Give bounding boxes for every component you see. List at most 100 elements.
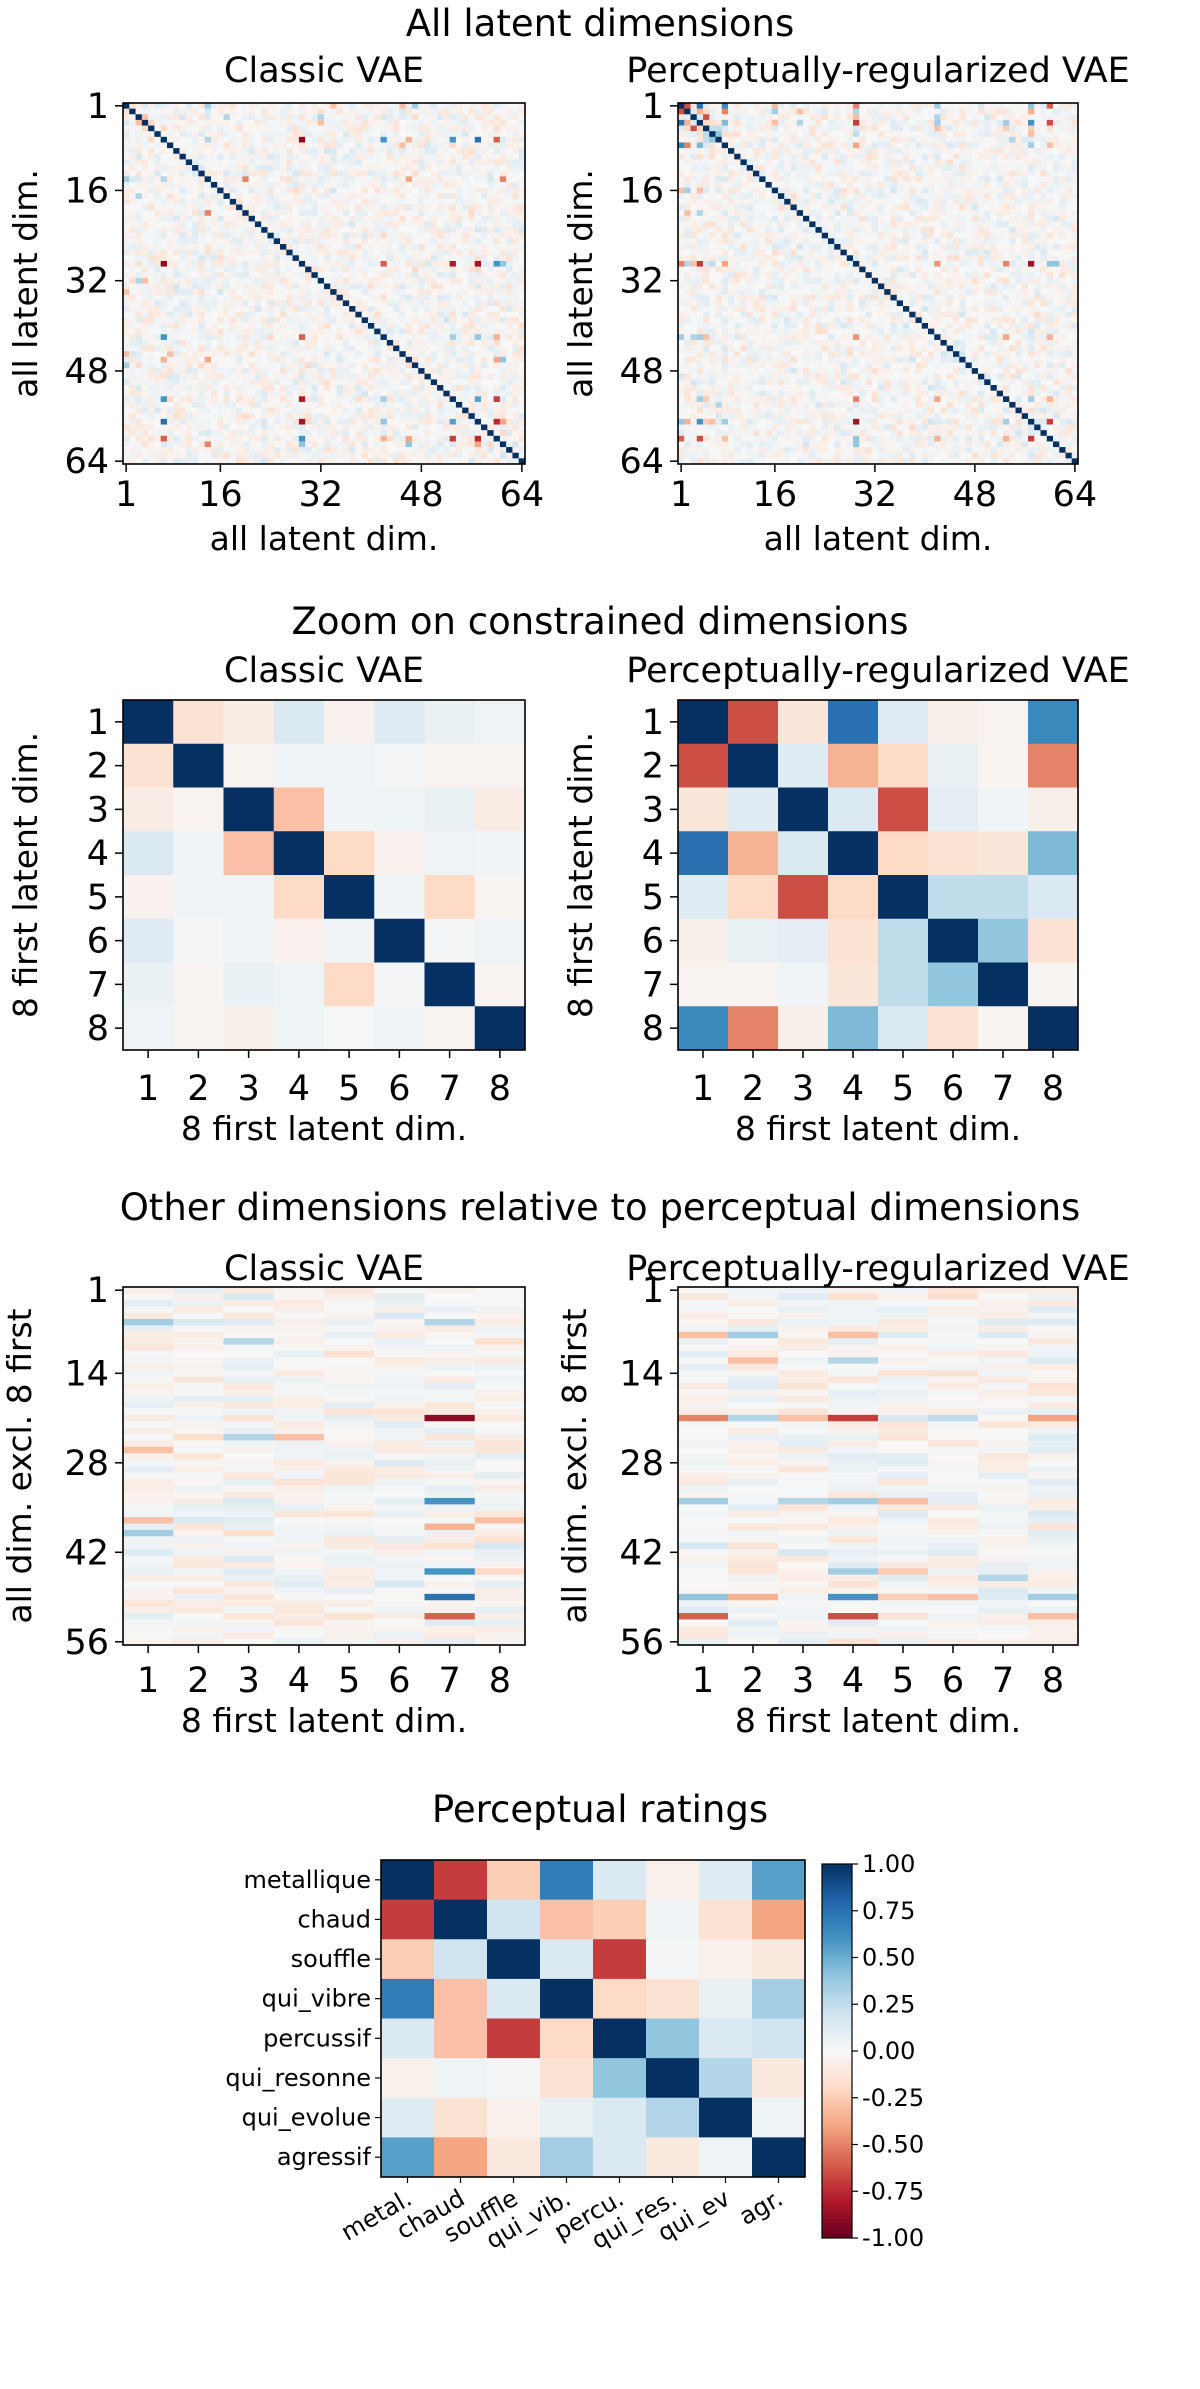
heatmap-cell [198,244,206,251]
heatmap-cell [374,181,381,189]
heatmap-cell [890,153,898,160]
heatmap-cell [355,277,363,284]
heatmap-cell [399,458,407,465]
heatmap-cell [210,181,218,189]
heatmap-cell [481,153,488,160]
heatmap-cell [393,142,400,149]
heatmap-cell [468,227,476,234]
heatmap-cell [1071,148,1079,155]
heatmap-cell [349,119,356,126]
heatmap-cell [317,227,325,234]
heatmap-cell [859,159,866,166]
heatmap-cell [393,452,400,459]
heatmap-cell [399,447,407,454]
heatmap-cell [204,300,212,307]
heatmap-cell [512,159,520,166]
heatmap-cell [267,458,275,465]
heatmap-cell [280,452,287,459]
heatmap-cell [311,114,319,121]
heatmap-cell [518,413,526,420]
heatmap-cell [424,238,432,245]
heatmap-cell [166,345,174,352]
heatmap-cell [254,136,262,143]
heatmap-cell [242,322,250,330]
heatmap-cell [217,272,224,279]
heatmap-cell [261,373,268,380]
heatmap-cell [317,232,325,239]
heatmap-cell [330,362,337,369]
heatmap-cell [418,103,425,110]
heatmap-cell [173,210,180,217]
heatmap-cell [198,103,206,110]
heatmap-cell [166,159,174,166]
heatmap-cell [148,368,155,375]
heatmap-cell [129,170,136,177]
heatmap-cell [684,153,691,160]
heatmap-cell [455,193,463,200]
heatmap-cell [493,379,501,386]
heatmap-cell [298,356,306,363]
heatmap-cell [141,452,149,459]
heatmap-cell [330,283,337,290]
heatmap-cell [778,153,785,160]
heatmap-cell [424,119,432,126]
heatmap-cell [721,153,729,160]
heatmap-cell [437,311,444,318]
heatmap-cell [311,153,319,160]
heatmap-cell [462,210,469,217]
heatmap-cell [759,148,766,155]
heatmap-cell [715,136,723,143]
heatmap-cell [173,373,180,380]
heatmap-cell [210,300,218,307]
heatmap-cell [386,289,394,296]
heatmap-cell [380,260,388,267]
heatmap-cell [311,306,319,313]
heatmap-cell [1015,170,1023,177]
heatmap-cell [129,176,136,183]
heatmap-cell [953,108,960,115]
heatmap-cell [499,277,507,284]
heatmap-cell [386,176,394,183]
heatmap-cell [204,125,212,132]
heatmap-cell [859,148,866,155]
heatmap-cell [405,306,413,313]
heatmap-cell [1053,153,1060,160]
heatmap-cell [903,119,910,126]
heatmap-cell [393,153,400,160]
heatmap-cell [148,345,155,352]
heatmap-cell [355,328,363,335]
heatmap-cell [217,300,224,307]
heatmap-cell [443,311,451,318]
heatmap-cell [324,328,331,335]
heatmap-cell [135,306,143,313]
heatmap-cell [242,255,250,262]
heatmap-cell [481,221,488,228]
heatmap-cell [261,165,268,172]
heatmap-cell [367,413,375,420]
heatmap-cell [355,238,363,245]
heatmap-cell [455,215,463,222]
heatmap-cell [462,215,469,222]
heatmap-cell [934,176,941,183]
heatmap-cell [292,289,300,296]
heatmap-cell [449,322,457,330]
heatmap-cell [217,181,224,189]
heatmap-cell [449,119,457,126]
heatmap-cell [273,249,281,256]
heatmap-cell [261,108,268,115]
heatmap-cell [342,193,350,200]
heatmap-cell [261,385,268,392]
heatmap-cell [474,334,482,341]
heatmap-cell [236,176,243,183]
heatmap-cell [330,204,337,211]
heatmap-cell [242,221,250,228]
heatmap-cell [474,300,482,307]
heatmap-cell [355,435,363,442]
heatmap-cell [210,193,218,200]
heatmap-cell [361,181,369,189]
heatmap-cell [204,215,212,222]
heatmap-cell [305,215,312,222]
heatmap-cell [185,300,193,307]
heatmap-cell [273,379,281,386]
heatmap-cell [273,418,281,425]
